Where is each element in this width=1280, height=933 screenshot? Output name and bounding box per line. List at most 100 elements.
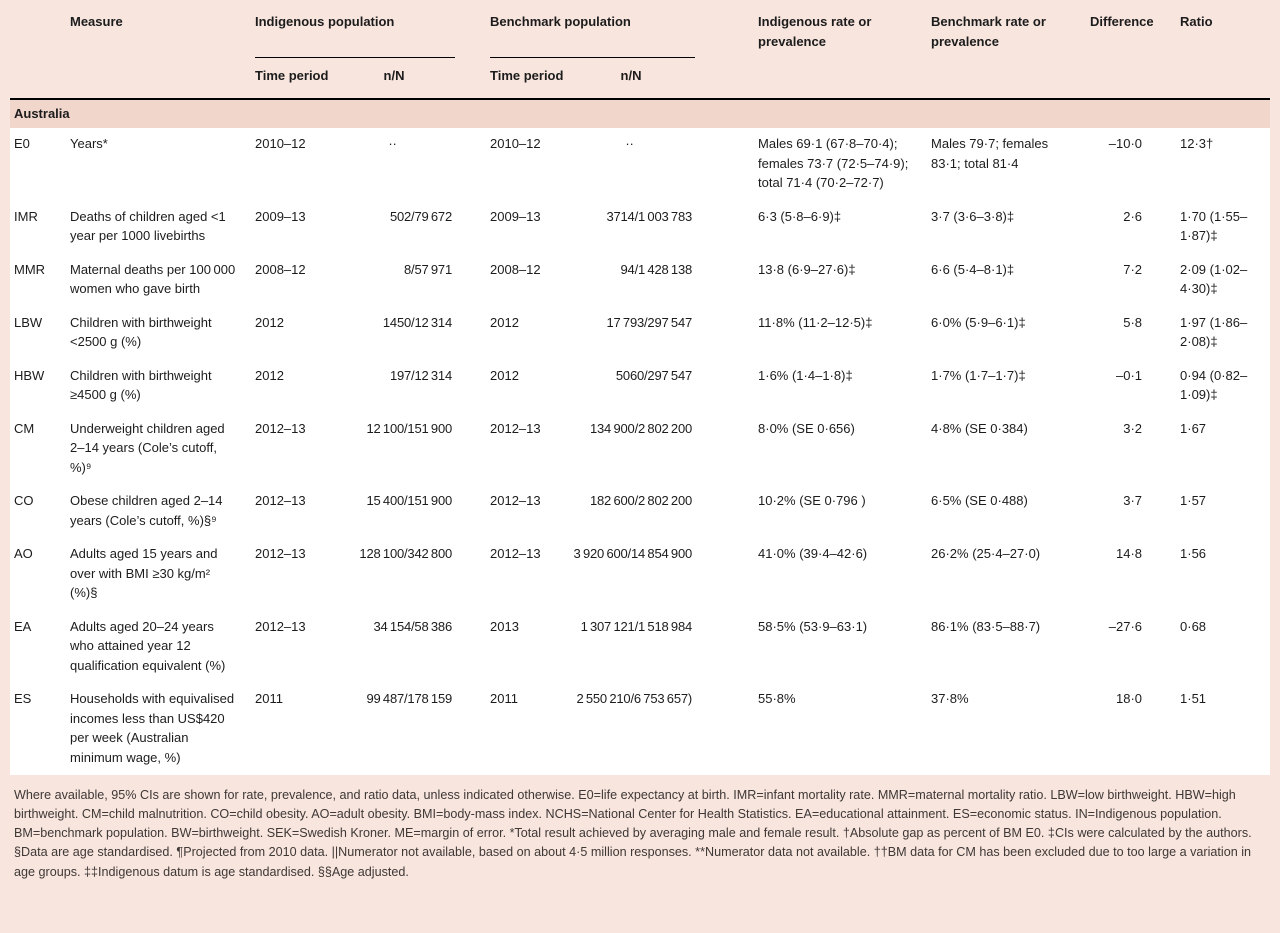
spacer-cell <box>10 58 70 100</box>
col-code-header <box>10 0 70 58</box>
benchmark-time-period-cell: 2013 <box>455 610 567 683</box>
benchmark-nN-cell: 1 307 121/1 518 984 <box>567 610 696 683</box>
table-footnote: Where available, 95% CIs are shown for r… <box>14 788 1252 879</box>
indigenous-time-period-cell: 2011 <box>255 683 333 775</box>
col-measure-header: Measure <box>70 14 123 29</box>
indigenous-nN-cell: 128 100/342 800 <box>333 538 455 611</box>
measure-cell: Years* <box>70 128 255 201</box>
table-row-co: CO Obese children aged 2–14 years (Cole’s… <box>10 485 1271 538</box>
row-code: ES <box>10 683 70 775</box>
ratio-cell: 12·3† <box>1160 128 1271 201</box>
ratio-cell: 1·51 <box>1160 683 1271 775</box>
indigenous-time-period-cell: 2010–12 <box>255 128 333 201</box>
benchmark-rate-cell: 1·7% (1·7–1·7)‡ <box>925 359 1086 413</box>
indigenous-nN-cell: 99 487/178 159 <box>333 683 455 775</box>
indigenous-time-period-cell: 2012 <box>255 306 333 360</box>
indigenous-population-label: Indigenous population <box>255 12 455 58</box>
col-indigenous-nN-header: n/N <box>333 58 455 100</box>
indigenous-time-period-cell: 2009–13 <box>255 200 333 254</box>
col-ratio-header: Ratio <box>1180 14 1213 29</box>
benchmark-rate-cell: 86·1% (83·5–88·7) <box>925 610 1086 683</box>
indigenous-rate-cell: 55·8% <box>695 683 926 775</box>
indigenous-rate-cell: 8·0% (SE 0·656) <box>695 412 926 485</box>
difference-cell: –10·0 <box>1085 128 1161 201</box>
col-indigenous-rate-header: Indigenous rate or prevalence <box>758 14 872 49</box>
col-benchmark-time-period-header: Time period <box>455 58 567 100</box>
lancet-indicator-table: Measure Indigenous population Benchmark … <box>10 0 1271 879</box>
benchmark-nN-cell: 17 793/297 547 <box>567 306 696 360</box>
table-body: Australia E0 Years* 2010–12 ·· 2010–12 ·· Male… <box>10 98 1271 775</box>
indigenous-rate-cell: 41·0% (39·4–42·6) <box>695 538 926 611</box>
row-code: EA <box>10 610 70 683</box>
difference-cell: 5·8 <box>1085 306 1161 360</box>
row-code: AO <box>10 538 70 611</box>
benchmark-time-period-cell: 2012–13 <box>455 485 567 538</box>
benchmark-time-period-cell: 2012–13 <box>455 538 567 611</box>
benchmark-rate-cell: 3·7 (3·6–3·8)‡ <box>925 200 1086 254</box>
table-row-hbw: HBW Children with birthweight ≥4500 g (%)… <box>10 359 1271 413</box>
table-row-mmr: MMR Maternal deaths per 100 000 women who… <box>10 253 1271 307</box>
indigenous-rate-cell: 13·8 (6·9–27·6)‡ <box>695 253 926 307</box>
benchmark-time-period-cell: 2012 <box>455 359 567 413</box>
row-code: E0 <box>10 128 70 201</box>
table-row-ea: EA Adults aged 20–24 years who attained y… <box>10 610 1271 683</box>
indigenous-time-period-cell: 2012–13 <box>255 412 333 485</box>
col-benchmark-rate-header: Benchmark rate or prevalence <box>931 14 1046 49</box>
indigenous-nN-cell: 15 400/151 900 <box>333 485 455 538</box>
indigenous-nN-cell: 8/57 971 <box>333 253 455 307</box>
benchmark-rate-cell: Males 79·7; females 83·1; total 81·4 <box>925 128 1086 201</box>
row-code: LBW <box>10 306 70 360</box>
benchmark-time-period-cell: 2012 <box>455 306 567 360</box>
col-indigenous-time-period-header: Time period <box>255 58 333 100</box>
benchmark-time-period-cell: 2011 <box>455 683 567 775</box>
row-code: MMR <box>10 253 70 307</box>
measure-cell: Adults aged 20–24 years who attained yea… <box>70 610 255 683</box>
table-row-lbw: LBW Children with birthweight <2500 g (%)… <box>10 306 1271 360</box>
benchmark-nN-cell: 94/1 428 138 <box>567 253 696 307</box>
benchmark-nN-cell: 134 900/2 802 200 <box>567 412 696 485</box>
indigenous-time-period-cell: 2008–12 <box>255 253 333 307</box>
benchmark-rate-cell: 26·2% (25·4–27·0) <box>925 538 1086 611</box>
table-row-imr: IMR Deaths of children aged <1 year per 1… <box>10 200 1271 254</box>
indigenous-nN-cell: 1450/12 314 <box>333 306 455 360</box>
benchmark-rate-cell: 6·0% (5·9–6·1)‡ <box>925 306 1086 360</box>
ratio-cell: 1·56 <box>1160 538 1271 611</box>
indigenous-time-period-cell: 2012–13 <box>255 485 333 538</box>
difference-cell: 3·2 <box>1085 412 1161 485</box>
difference-cell: –0·1 <box>1085 359 1161 413</box>
indigenous-nN-cell: 34 154/58 386 <box>333 610 455 683</box>
difference-cell: 18·0 <box>1085 683 1161 775</box>
benchmark-time-period-cell: 2008–12 <box>455 253 567 307</box>
table-row-ao: AO Adults aged 15 years and over with BMI… <box>10 538 1271 611</box>
indicator-table: Measure Indigenous population Benchmark … <box>10 0 1271 775</box>
difference-cell: 3·7 <box>1085 485 1161 538</box>
benchmark-nN-cell: 2 550 210/6 753 657) <box>567 683 696 775</box>
table-header: Measure Indigenous population Benchmark … <box>10 0 1271 100</box>
benchmark-time-period-cell: 2010–12 <box>455 128 567 201</box>
col-group-benchmark-population: Benchmark population <box>455 0 696 58</box>
indigenous-nN-cell: ·· <box>333 128 455 201</box>
measure-cell: Obese children aged 2–14 years (Cole’s c… <box>70 485 255 538</box>
indigenous-nN-cell: 197/12 314 <box>333 359 455 413</box>
benchmark-nN-cell: ·· <box>567 128 696 201</box>
ratio-cell: 1·67 <box>1160 412 1271 485</box>
section-header-australia: Australia <box>10 98 1271 128</box>
measure-cell: Children with birthweight ≥4500 g (%) <box>70 359 255 413</box>
col-difference-header: Difference <box>1090 14 1154 29</box>
indigenous-time-period-cell: 2012 <box>255 359 333 413</box>
spacer-cell <box>1085 58 1161 100</box>
ratio-cell: 0·94 (0·82–1·09)‡ <box>1160 359 1271 413</box>
spacer-cell <box>70 58 255 100</box>
measure-cell: Adults aged 15 years and over with BMI ≥… <box>70 538 255 611</box>
benchmark-nN-cell: 5060/297 547 <box>567 359 696 413</box>
benchmark-time-period-cell: 2012–13 <box>455 412 567 485</box>
benchmark-rate-cell: 37·8% <box>925 683 1086 775</box>
ratio-cell: 1·57 <box>1160 485 1271 538</box>
measure-cell: Children with birthweight <2500 g (%) <box>70 306 255 360</box>
ratio-cell: 1·97 (1·86–2·08)‡ <box>1160 306 1271 360</box>
indigenous-nN-cell: 502/79 672 <box>333 200 455 254</box>
measure-cell: Deaths of children aged <1 year per 1000… <box>70 200 255 254</box>
ratio-cell: 1·70 (1·55–1·87)‡ <box>1160 200 1271 254</box>
indigenous-rate-cell: 1·6% (1·4–1·8)‡ <box>695 359 926 413</box>
measure-cell: Households with equivalised incomes less… <box>70 683 255 775</box>
